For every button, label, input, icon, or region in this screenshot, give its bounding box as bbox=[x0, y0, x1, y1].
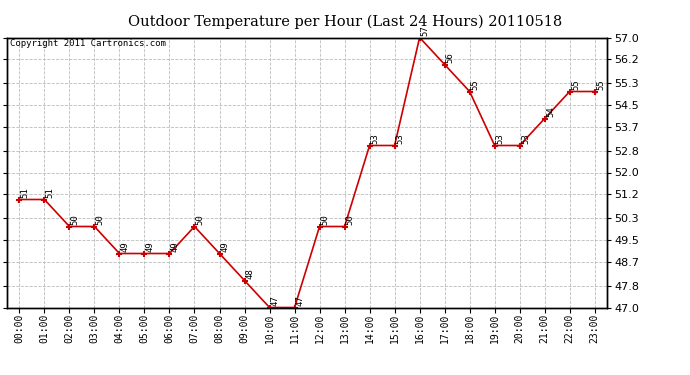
Text: 54: 54 bbox=[546, 106, 555, 117]
Text: 53: 53 bbox=[396, 134, 405, 144]
Text: 48: 48 bbox=[246, 268, 255, 279]
Text: 55: 55 bbox=[471, 80, 480, 90]
Text: 57: 57 bbox=[421, 26, 430, 36]
Text: Copyright 2011 Cartronics.com: Copyright 2011 Cartronics.com bbox=[10, 39, 166, 48]
Text: 50: 50 bbox=[321, 214, 330, 225]
Text: 47: 47 bbox=[270, 296, 279, 306]
Text: 49: 49 bbox=[121, 242, 130, 252]
Text: Outdoor Temperature per Hour (Last 24 Hours) 20110518: Outdoor Temperature per Hour (Last 24 Ho… bbox=[128, 15, 562, 29]
Text: 55: 55 bbox=[571, 80, 580, 90]
Text: 49: 49 bbox=[170, 242, 179, 252]
Text: 53: 53 bbox=[496, 134, 505, 144]
Text: 55: 55 bbox=[596, 80, 605, 90]
Text: 50: 50 bbox=[196, 214, 205, 225]
Text: 56: 56 bbox=[446, 53, 455, 63]
Text: 53: 53 bbox=[371, 134, 380, 144]
Text: 53: 53 bbox=[521, 134, 530, 144]
Text: 50: 50 bbox=[70, 214, 79, 225]
Text: 51: 51 bbox=[21, 188, 30, 198]
Text: 49: 49 bbox=[221, 242, 230, 252]
Text: 51: 51 bbox=[46, 188, 55, 198]
Text: 50: 50 bbox=[346, 214, 355, 225]
Text: 49: 49 bbox=[146, 242, 155, 252]
Text: 47: 47 bbox=[296, 296, 305, 306]
Text: 50: 50 bbox=[96, 214, 105, 225]
